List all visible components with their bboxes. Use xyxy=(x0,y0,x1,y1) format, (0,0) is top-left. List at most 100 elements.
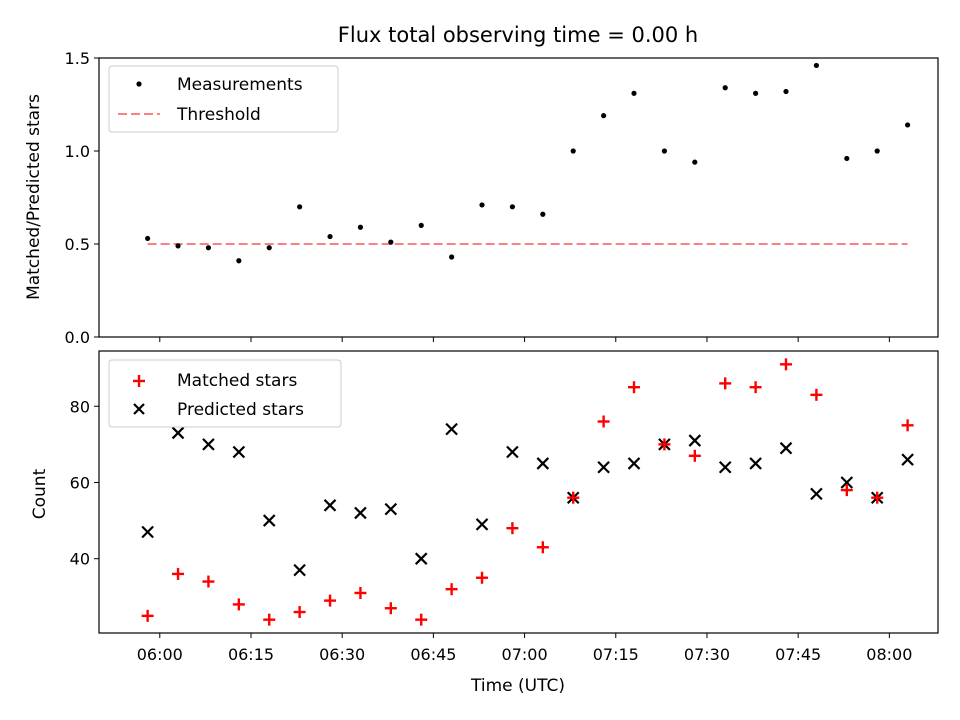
predicted-star-point xyxy=(323,499,337,512)
predicted-star-point xyxy=(627,457,641,470)
measurement-point xyxy=(601,113,607,119)
measurement-point xyxy=(449,254,455,260)
top-legend-box xyxy=(108,65,339,133)
measurement-point xyxy=(327,233,333,240)
matched-star-point xyxy=(749,381,762,394)
x-tick-label: 06:00 xyxy=(137,645,183,664)
measurement-point xyxy=(753,90,759,96)
predicted-star-point xyxy=(141,525,154,539)
matched-star-point xyxy=(476,571,489,584)
predicted-star-point xyxy=(506,445,519,459)
predicted-star-point xyxy=(840,476,854,489)
measurement-point xyxy=(783,88,789,95)
predicted-star-point xyxy=(293,563,306,577)
matched-star-point xyxy=(871,491,884,504)
measurement-point xyxy=(236,258,242,264)
chart-title: Flux total observing time = 0.00 h xyxy=(338,23,698,47)
matched-star-point xyxy=(415,613,428,626)
predicted-star-point xyxy=(354,506,367,520)
bottom-y-tick-label: 80 xyxy=(70,397,90,416)
matched-star-point xyxy=(506,522,519,535)
legend-measurements-marker xyxy=(136,81,142,87)
x-tick-label: 07:45 xyxy=(775,645,821,664)
matched-star-point xyxy=(172,567,185,580)
bottom-marks xyxy=(141,358,914,626)
predicted-star-point xyxy=(536,457,550,470)
matched-star-point xyxy=(232,598,245,611)
measurement-point xyxy=(297,204,303,210)
matched-star-point xyxy=(141,609,154,622)
predicted-star-point xyxy=(810,487,823,501)
top-y-tick-label: 0.5 xyxy=(65,235,90,254)
predicted-star-point xyxy=(384,502,398,516)
predicted-star-point xyxy=(597,460,610,474)
predicted-star-point xyxy=(171,426,185,440)
measurement-point xyxy=(266,245,272,251)
legend-matched-label: Matched stars xyxy=(177,371,297,391)
measurement-point xyxy=(570,148,576,154)
top-y-tick-label: 0.0 xyxy=(65,328,90,347)
bottom-ticks: 40 60 80 06:00 06:15 06:30 06:45 07:00 07:15 07:3… xyxy=(70,397,913,664)
predicted-star-point xyxy=(262,514,276,527)
measurement-point xyxy=(145,235,151,242)
matched-star-point xyxy=(810,388,823,401)
matched-star-point xyxy=(567,491,580,504)
x-tick-label: 06:45 xyxy=(410,645,456,664)
x-tick-label: 08:00 xyxy=(866,645,912,664)
measurement-point xyxy=(661,148,668,154)
matched-star-point xyxy=(658,438,671,451)
matched-star-point xyxy=(354,586,367,599)
matched-star-point xyxy=(202,575,215,588)
x-tick-label: 07:30 xyxy=(684,645,730,664)
predicted-star-point xyxy=(901,453,914,466)
top-y-axis-label: Matched/Predicted stars xyxy=(24,94,44,300)
bottom-panel: 40 60 80 06:00 06:15 06:30 06:45 07:00 07:15 07:3… xyxy=(30,350,939,696)
matched-star-point xyxy=(688,449,701,462)
x-axis-label: Time (UTC) xyxy=(470,676,565,696)
measurement-point xyxy=(722,85,728,91)
measurement-point xyxy=(813,62,820,69)
legend-predicted-label: Predicted stars xyxy=(177,400,304,420)
measurement-point xyxy=(479,202,485,208)
measurement-point xyxy=(509,204,516,210)
top-panel: 0.0 0.5 1.0 1.5 Matched/Predicted stars Mea… xyxy=(24,49,939,347)
measurement-point xyxy=(357,224,364,230)
top-legend: Measurements Threshold xyxy=(108,65,339,133)
measurement-point xyxy=(692,159,698,165)
top-ticks: 0.0 0.5 1.0 1.5 xyxy=(65,49,890,347)
legend-matched-marker xyxy=(133,375,145,387)
predicted-star-point xyxy=(475,518,489,531)
legend-threshold-label: Threshold xyxy=(176,105,261,125)
legend-predicted-marker xyxy=(133,403,145,415)
x-tick-label: 06:15 xyxy=(228,645,274,664)
matched-star-point xyxy=(719,377,732,390)
matched-star-point xyxy=(901,419,914,432)
measurement-point xyxy=(388,239,394,245)
predicted-star-point xyxy=(232,445,246,459)
predicted-star-point xyxy=(688,434,702,447)
measurement-point xyxy=(540,211,546,217)
measurement-point xyxy=(905,122,911,128)
legend-measurements-label: Measurements xyxy=(177,75,303,95)
top-y-tick-label: 1.5 xyxy=(65,49,90,68)
top-marks xyxy=(145,62,911,264)
x-tick-label: 07:15 xyxy=(593,645,639,664)
top-y-tick-label: 1.0 xyxy=(65,142,90,161)
matched-star-point xyxy=(384,602,397,615)
bottom-y-axis-label: Count xyxy=(30,468,50,519)
measurement-point xyxy=(418,222,424,228)
matched-star-point xyxy=(293,606,306,619)
measurement-point xyxy=(874,148,880,154)
matched-star-point xyxy=(445,583,458,596)
x-tick-label: 07:00 xyxy=(502,645,548,664)
matched-star-point xyxy=(263,613,276,626)
measurement-point xyxy=(205,245,212,251)
predicted-star-point xyxy=(414,552,428,565)
measurement-point xyxy=(175,243,181,249)
bottom-y-tick-label: 40 xyxy=(70,550,90,569)
matched-star-point xyxy=(324,594,337,607)
predicted-star-point xyxy=(749,457,762,470)
matched-star-point xyxy=(536,541,549,554)
predicted-star-point xyxy=(718,460,732,474)
